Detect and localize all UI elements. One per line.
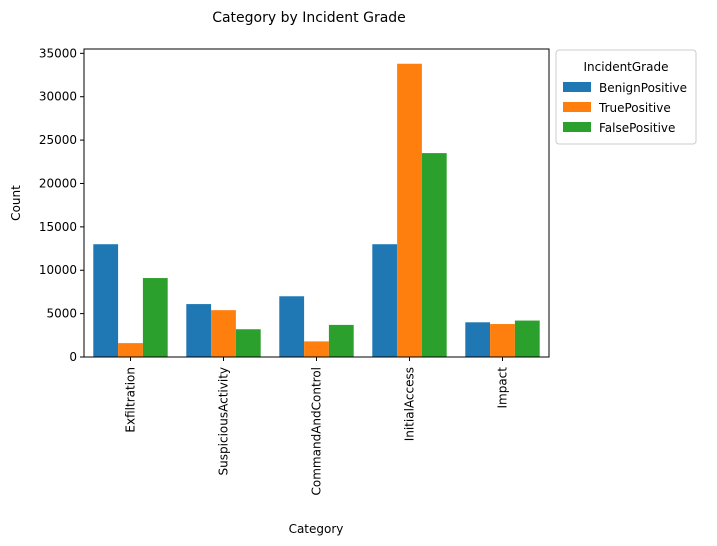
legend-label-true-positive: TruePositive xyxy=(598,101,671,115)
bar-true-positive-suspicious-activity xyxy=(211,310,236,357)
x-tick-label-exfiltration: Exfiltration xyxy=(124,367,138,433)
bar-benign-positive-command-and-control xyxy=(279,296,305,357)
legend: IncidentGrade BenignPositive TruePositive… xyxy=(555,49,697,145)
bar-false-positive-exfiltration xyxy=(142,278,168,357)
legend-swatch-benign-positive xyxy=(563,82,591,92)
x-axis: Exfiltration SuspiciousActivity CommandAnd… xyxy=(124,357,510,495)
bar-false-positive-command-and-control xyxy=(328,324,354,357)
bar-true-positive-command-and-control xyxy=(304,341,329,357)
bars-group xyxy=(93,63,540,357)
y-tick-label: 20000 xyxy=(39,176,77,190)
x-axis-label: Category xyxy=(289,522,344,536)
y-axis: 0 5000 10000 15000 20000 25000 30000 35000 xyxy=(39,46,84,364)
legend-frame xyxy=(555,49,697,145)
legend-swatch-false-positive xyxy=(563,122,591,132)
y-tick-label: 10000 xyxy=(39,263,77,277)
legend-title: IncidentGrade xyxy=(584,60,669,74)
bar-benign-positive-initial-access xyxy=(372,244,398,357)
y-tick-label: 35000 xyxy=(39,46,77,60)
bar-benign-positive-exfiltration xyxy=(93,244,119,357)
bar-benign-positive-suspicious-activity xyxy=(186,304,212,357)
x-tick-label-impact: Impact xyxy=(496,367,510,409)
y-tick-label: 0 xyxy=(69,350,77,364)
y-tick-label: 30000 xyxy=(39,90,77,104)
y-tick-label: 15000 xyxy=(39,220,77,234)
x-tick-label-suspicious-activity: SuspiciousActivity xyxy=(217,367,231,475)
bar-true-positive-exfiltration xyxy=(118,343,143,357)
y-axis-label: Count xyxy=(9,185,23,221)
legend-swatch-true-positive xyxy=(563,102,591,112)
bar-false-positive-impact xyxy=(514,320,540,357)
y-tick-label: 25000 xyxy=(39,133,77,147)
bar-false-positive-initial-access xyxy=(421,153,447,357)
bar-false-positive-suspicious-activity xyxy=(235,329,261,357)
bar-true-positive-initial-access xyxy=(397,63,422,357)
x-tick-label-initial-access: InitialAccess xyxy=(403,367,417,441)
chart-title: Category by Incident Grade xyxy=(212,10,406,26)
bar-true-positive-impact xyxy=(490,324,515,357)
y-tick-label: 5000 xyxy=(46,307,77,321)
legend-label-benign-positive: BenignPositive xyxy=(599,81,687,95)
legend-label-false-positive: FalsePositive xyxy=(599,121,675,135)
x-tick-label-command-and-control: CommandAndControl xyxy=(310,367,324,495)
bar-benign-positive-impact xyxy=(465,322,491,357)
